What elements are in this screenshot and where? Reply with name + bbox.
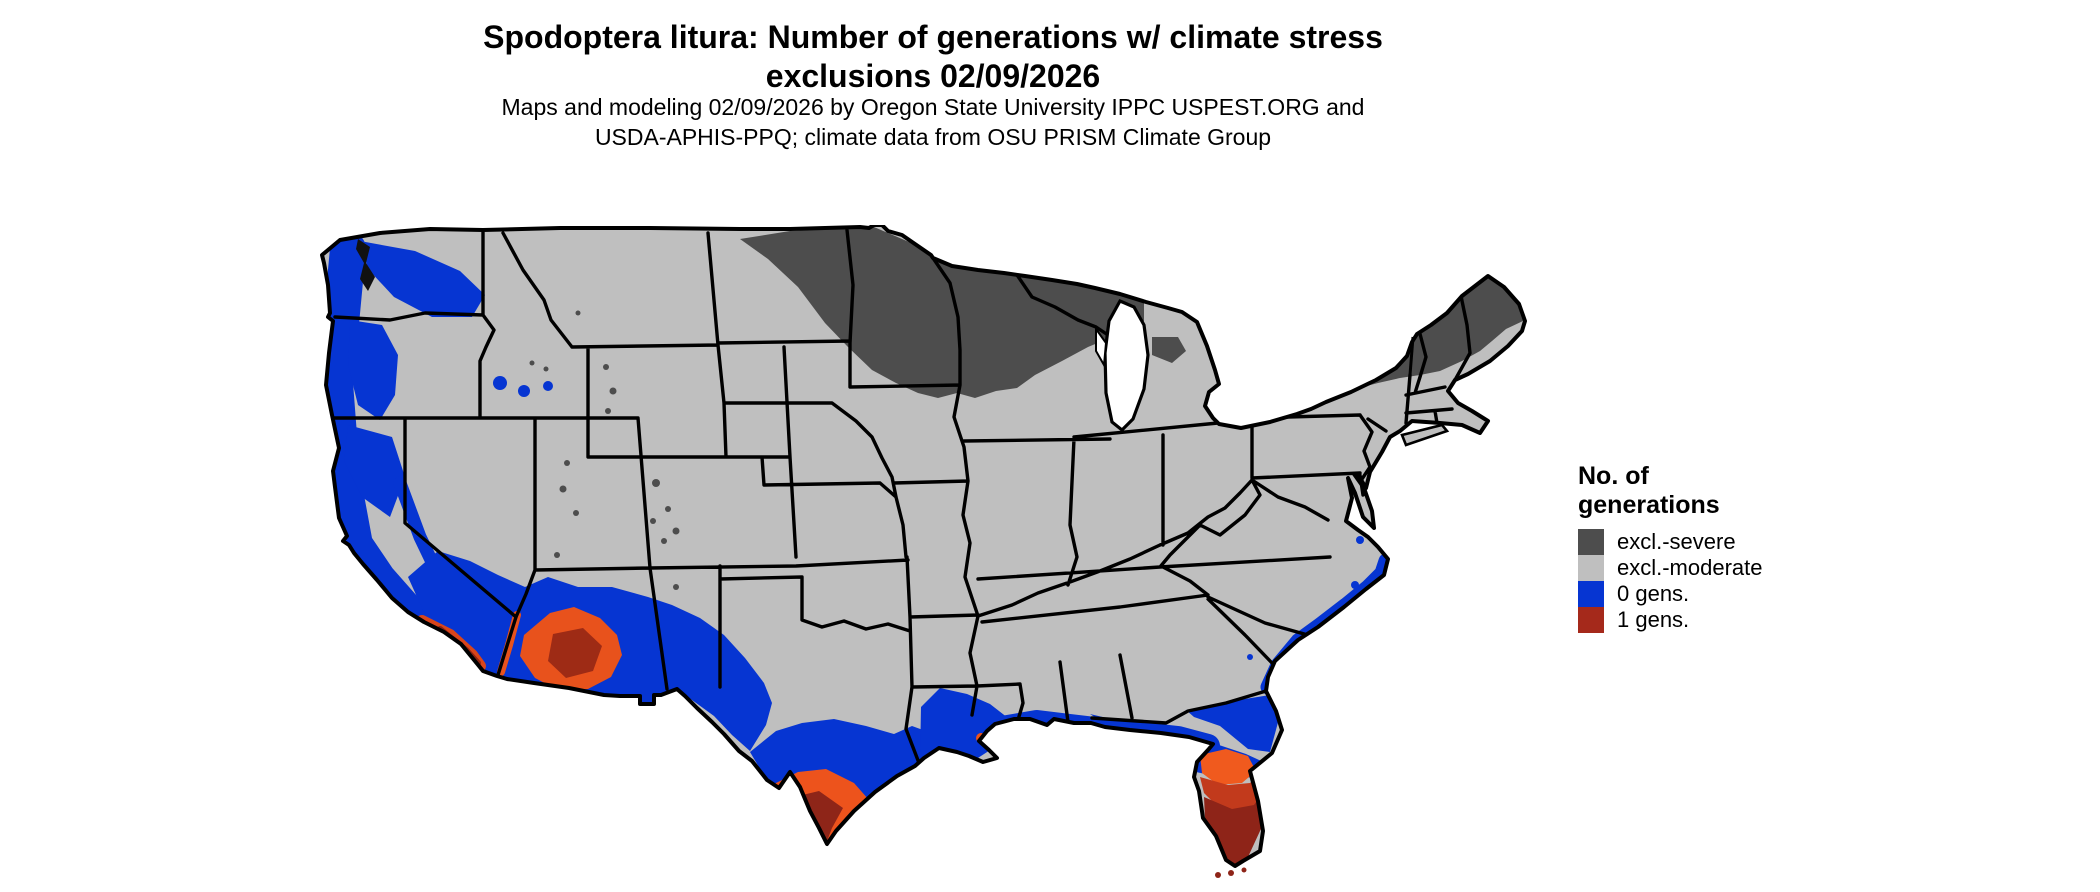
legend: No. of generations excl.-severe excl.-mo… xyxy=(1578,462,1898,633)
legend-label-excl-severe: excl.-severe xyxy=(1617,529,1736,554)
legend-item-excl-severe: excl.-severe xyxy=(1578,529,1898,555)
figure-title: Spodoptera litura: Number of generations… xyxy=(333,18,1533,96)
legend-swatch-excl-severe xyxy=(1578,529,1604,555)
puget-sound xyxy=(356,239,375,291)
legend-item-excl-moderate: excl.-moderate xyxy=(1578,555,1898,581)
subtitle-line-2: USDA-APHIS-PPQ; climate data from OSU PR… xyxy=(594,124,1272,150)
legend-swatch-excl-moderate xyxy=(1578,555,1604,581)
legend-item-one-gen: 1 gens. xyxy=(1578,607,1898,633)
legend-label-one-gen: 1 gens. xyxy=(1617,607,1690,632)
us-map-svg xyxy=(320,223,1527,878)
legend-title-line-2: generations xyxy=(1578,491,1720,519)
us-map xyxy=(320,223,1560,892)
map-speckles-excl-severe xyxy=(529,310,689,618)
legend-label-zero-gens: 0 gens. xyxy=(1617,581,1690,606)
title-line-2: exclusions 02/09/2026 xyxy=(765,58,1101,94)
subtitle-line-1: Maps and modeling 02/09/2026 by Oregon S… xyxy=(501,94,1365,120)
long-island xyxy=(1400,423,1450,447)
legend-label-excl-moderate: excl.-moderate xyxy=(1617,555,1763,580)
map-layer-excl-severe xyxy=(740,227,1523,403)
figure-subtitle: Maps and modeling 02/09/2026 by Oregon S… xyxy=(333,92,1533,152)
us-outline xyxy=(320,223,1527,868)
title-line-1: Spodoptera litura: Number of generations… xyxy=(483,19,1383,55)
legend-swatch-zero-gens xyxy=(1578,581,1604,607)
legend-title-line-1: No. of xyxy=(1578,462,1649,490)
legend-swatch-one-gen xyxy=(1578,607,1604,633)
legend-item-zero-gens: 0 gens. xyxy=(1578,581,1898,607)
green-bay xyxy=(1095,325,1108,369)
legend-title: No. of generations xyxy=(1578,462,1898,520)
florida-keys xyxy=(1215,867,1247,878)
